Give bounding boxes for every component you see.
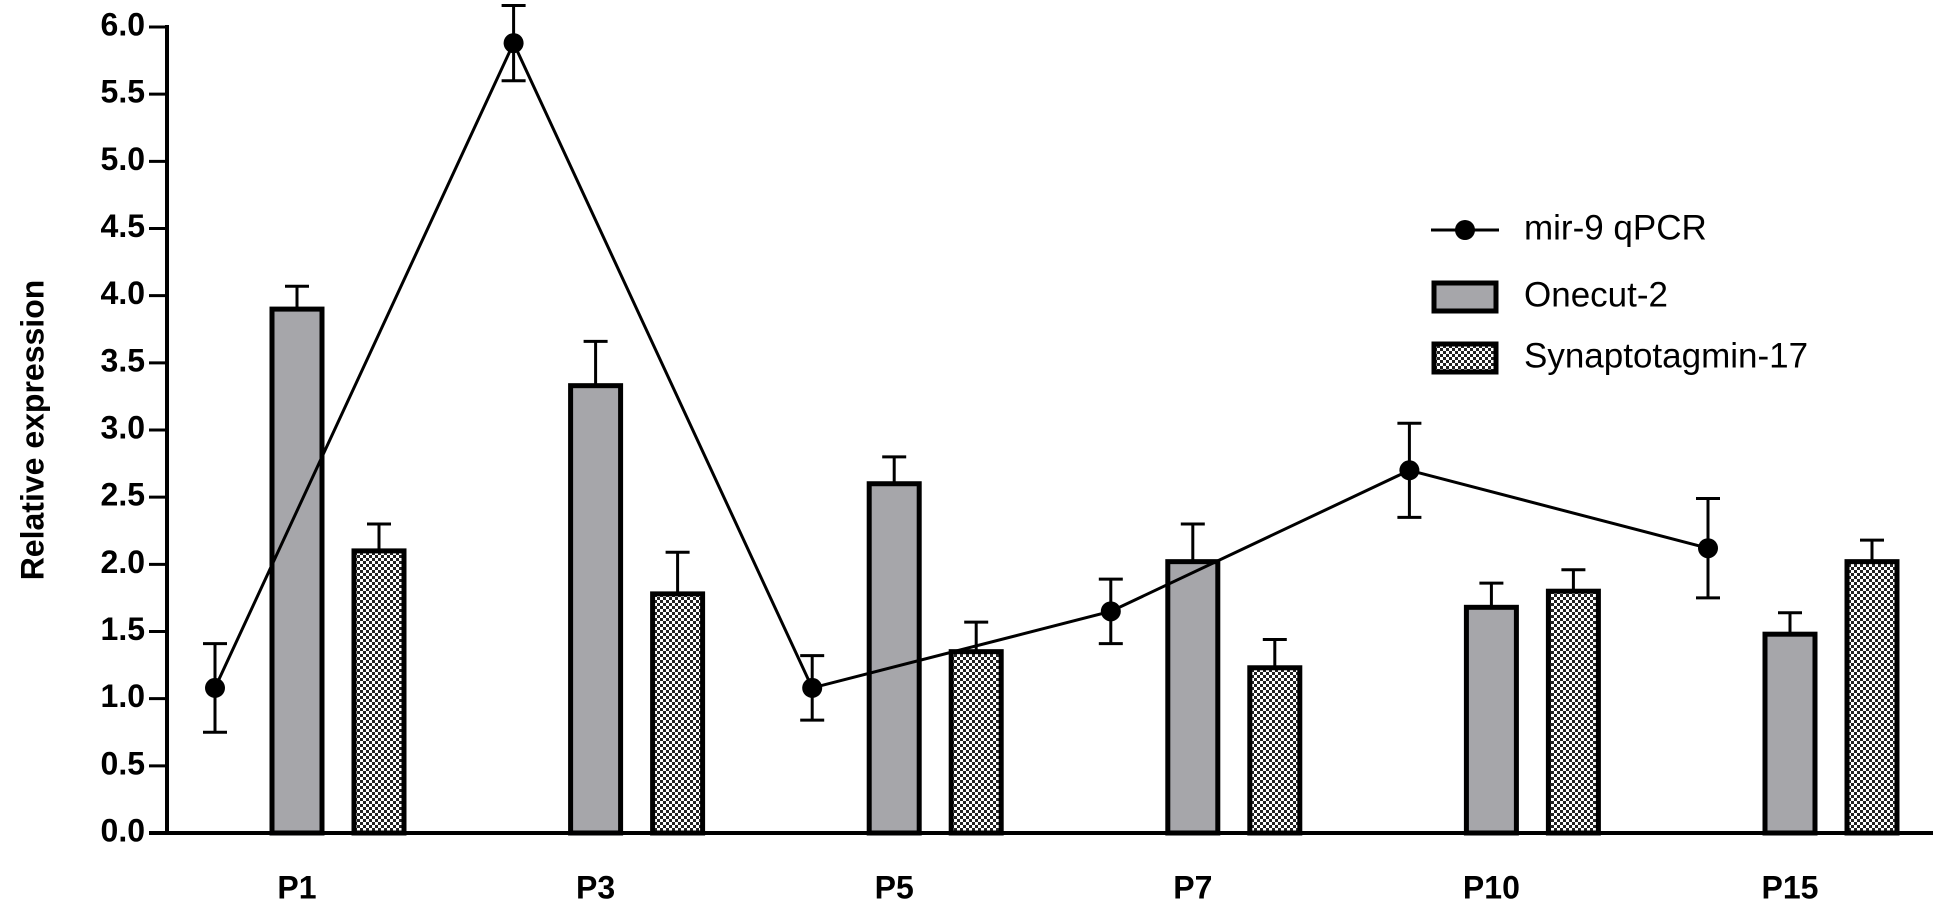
point <box>1100 601 1121 622</box>
y-tick-label: 4.5 <box>101 208 145 244</box>
y-tick-label: 3.5 <box>101 342 145 378</box>
bar <box>1545 588 1601 836</box>
y-tick-label: 0.0 <box>101 812 145 848</box>
legend-label: mir-9 qPCR <box>1524 208 1707 247</box>
legend-swatch <box>1431 341 1499 375</box>
bar <box>568 383 624 836</box>
bar <box>650 591 706 836</box>
y-tick-label: 2.0 <box>101 544 145 580</box>
bar <box>351 548 407 836</box>
y-axis-title: Relative expression <box>14 280 50 581</box>
point <box>205 677 225 698</box>
point <box>1399 460 1420 481</box>
bar <box>1762 631 1818 836</box>
legend-label: Onecut-2 <box>1524 275 1668 314</box>
y-tick-label: 6.0 <box>101 6 145 42</box>
x-tick-label: P15 <box>1762 869 1819 905</box>
x-tick-label: P7 <box>1173 869 1212 905</box>
y-tick-label: 1.5 <box>101 611 145 647</box>
bar <box>866 481 922 836</box>
x-tick-label: P3 <box>576 869 615 905</box>
x-tick-label: P1 <box>277 869 316 905</box>
bar <box>948 649 1004 836</box>
y-tick-label: 5.0 <box>101 141 145 177</box>
x-tick-label: P5 <box>875 869 914 905</box>
bar <box>269 306 325 836</box>
line <box>213 39 1709 690</box>
bar <box>1844 559 1900 836</box>
legend-marker <box>1455 220 1475 240</box>
y-tick-label: 3.0 <box>101 409 145 445</box>
y-tick-label: 2.5 <box>101 477 145 513</box>
point <box>1698 538 1718 559</box>
x-tick-label: P10 <box>1463 869 1520 905</box>
bar <box>1247 665 1303 836</box>
bar <box>1165 559 1221 836</box>
y-tick-label: 1.0 <box>101 678 145 714</box>
y-tick-label: 4.0 <box>101 275 145 311</box>
legend-swatch <box>1431 280 1499 314</box>
y-tick-label: 5.5 <box>101 74 145 110</box>
bar <box>1463 604 1519 836</box>
y-tick-label: 0.5 <box>101 745 145 781</box>
point <box>503 33 524 54</box>
point <box>802 677 823 698</box>
legend-label: Synaptotagmin-17 <box>1524 336 1808 375</box>
